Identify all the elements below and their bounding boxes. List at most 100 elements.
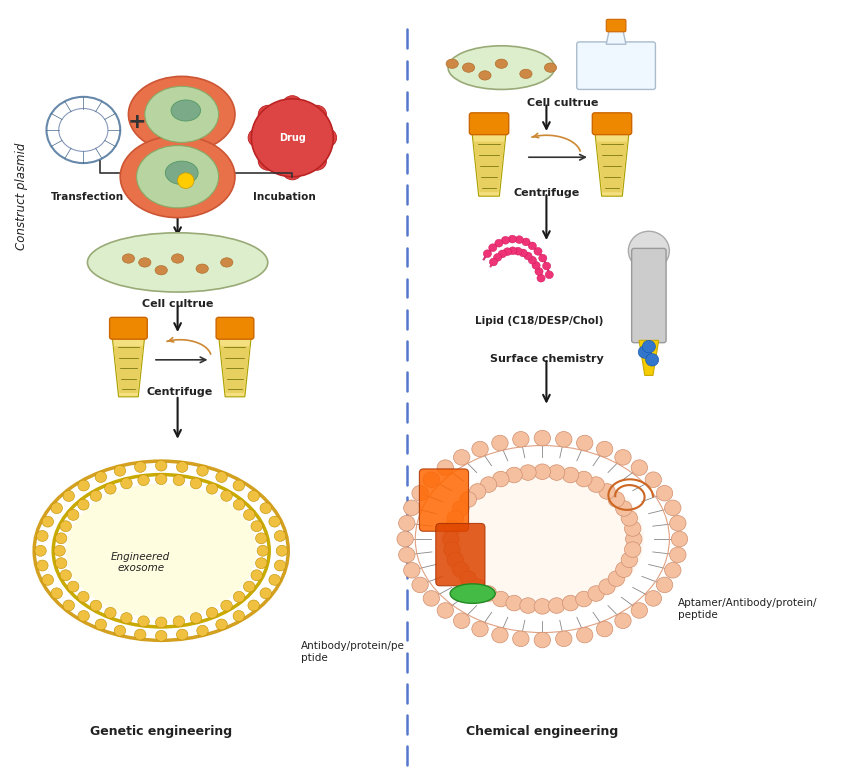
Circle shape — [615, 450, 631, 465]
Circle shape — [78, 611, 90, 622]
Circle shape — [54, 545, 65, 556]
Circle shape — [36, 530, 48, 541]
Circle shape — [453, 450, 470, 465]
Circle shape — [576, 472, 592, 487]
Circle shape — [452, 500, 469, 516]
Circle shape — [512, 432, 529, 447]
FancyBboxPatch shape — [592, 113, 632, 135]
Ellipse shape — [165, 161, 198, 185]
Text: Surface chemistry: Surface chemistry — [490, 353, 603, 364]
Circle shape — [472, 621, 488, 637]
Circle shape — [138, 475, 149, 486]
Circle shape — [588, 586, 604, 601]
Circle shape — [173, 475, 185, 486]
Circle shape — [404, 500, 420, 515]
Circle shape — [577, 627, 593, 643]
Text: Engineered
exosome: Engineered exosome — [111, 551, 170, 573]
Circle shape — [36, 560, 48, 571]
Circle shape — [135, 630, 146, 640]
Circle shape — [276, 545, 288, 556]
Ellipse shape — [139, 258, 151, 267]
Circle shape — [522, 238, 530, 246]
Circle shape — [404, 562, 420, 578]
Circle shape — [105, 483, 116, 494]
Circle shape — [216, 472, 227, 482]
Text: Cell cultrue: Cell cultrue — [142, 299, 213, 309]
Circle shape — [508, 247, 517, 255]
Circle shape — [645, 353, 659, 366]
Circle shape — [233, 591, 245, 602]
Circle shape — [670, 547, 686, 562]
Circle shape — [121, 612, 132, 623]
Ellipse shape — [450, 584, 495, 604]
Ellipse shape — [520, 69, 532, 78]
Circle shape — [599, 579, 615, 594]
Circle shape — [176, 630, 188, 640]
Circle shape — [233, 499, 245, 510]
Ellipse shape — [122, 254, 135, 264]
Circle shape — [472, 441, 488, 457]
FancyBboxPatch shape — [435, 523, 485, 586]
FancyBboxPatch shape — [419, 469, 468, 531]
Circle shape — [207, 483, 218, 494]
Circle shape — [492, 436, 508, 450]
Circle shape — [616, 561, 632, 577]
Circle shape — [444, 521, 460, 536]
Text: Drug: Drug — [279, 133, 306, 143]
Circle shape — [216, 619, 227, 630]
Circle shape — [624, 521, 641, 536]
Circle shape — [577, 436, 593, 450]
Ellipse shape — [495, 59, 507, 68]
Circle shape — [121, 478, 132, 489]
Ellipse shape — [196, 264, 208, 274]
Circle shape — [307, 106, 327, 124]
Circle shape — [437, 460, 453, 475]
Circle shape — [42, 516, 53, 527]
Circle shape — [549, 465, 565, 480]
Circle shape — [556, 432, 572, 447]
Ellipse shape — [66, 483, 257, 618]
Ellipse shape — [440, 465, 644, 614]
Circle shape — [156, 617, 167, 628]
Ellipse shape — [120, 136, 235, 217]
Circle shape — [251, 570, 263, 581]
Circle shape — [645, 472, 662, 487]
Circle shape — [233, 611, 245, 622]
Circle shape — [447, 552, 463, 568]
Circle shape — [453, 613, 470, 629]
Ellipse shape — [479, 70, 491, 80]
Circle shape — [138, 616, 149, 627]
Circle shape — [543, 262, 551, 270]
Circle shape — [490, 258, 497, 266]
Ellipse shape — [462, 63, 474, 72]
Ellipse shape — [446, 59, 458, 68]
Circle shape — [469, 483, 486, 499]
FancyBboxPatch shape — [216, 317, 254, 339]
Circle shape — [243, 509, 255, 520]
Polygon shape — [220, 346, 250, 393]
Circle shape — [656, 486, 673, 501]
Circle shape — [596, 441, 613, 457]
Circle shape — [599, 483, 615, 499]
Circle shape — [596, 621, 613, 637]
Polygon shape — [473, 142, 505, 192]
Circle shape — [197, 465, 208, 476]
Circle shape — [283, 161, 302, 180]
Circle shape — [90, 601, 102, 611]
Circle shape — [95, 472, 107, 482]
Text: Antibody/protein/pe
ptide: Antibody/protein/pe ptide — [301, 641, 404, 663]
Circle shape — [42, 575, 53, 585]
Circle shape — [665, 562, 681, 578]
Polygon shape — [596, 142, 628, 192]
Circle shape — [656, 577, 673, 593]
Circle shape — [631, 603, 648, 619]
Ellipse shape — [145, 86, 219, 142]
Circle shape — [645, 590, 662, 606]
Ellipse shape — [155, 266, 168, 275]
Circle shape — [156, 460, 167, 471]
Circle shape — [520, 465, 536, 480]
Circle shape — [492, 627, 508, 643]
Polygon shape — [472, 131, 507, 196]
Circle shape — [576, 591, 592, 607]
Circle shape — [156, 630, 167, 641]
